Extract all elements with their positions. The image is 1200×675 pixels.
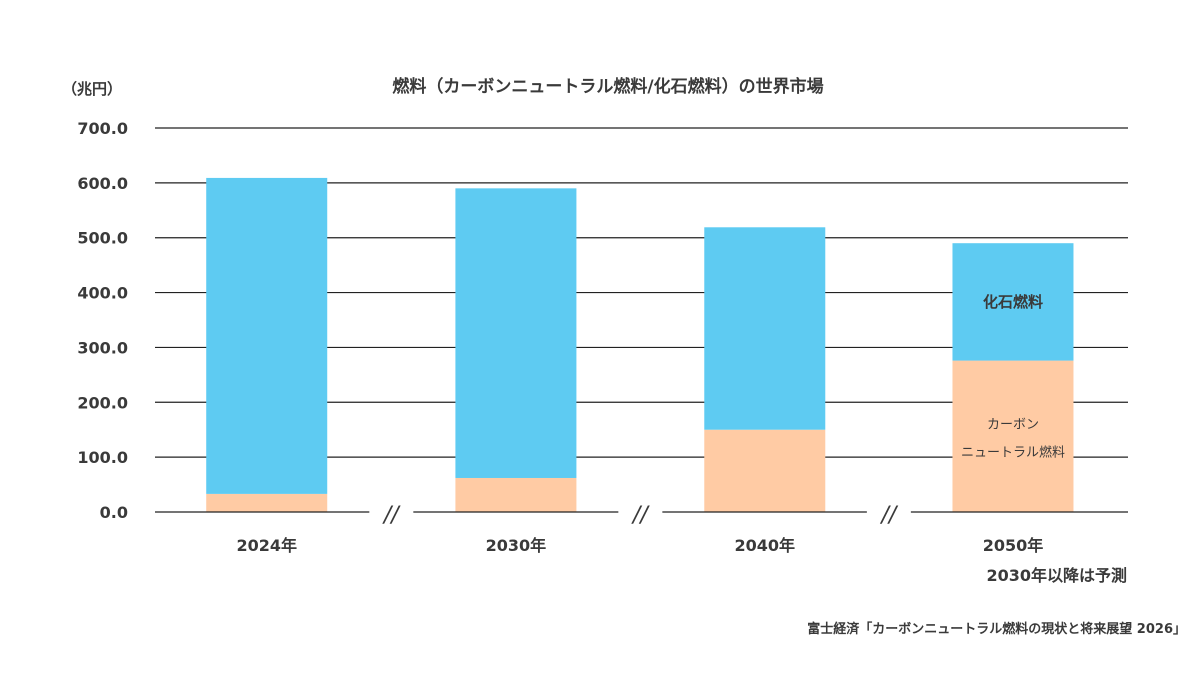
x-tick-label: 2030年: [486, 536, 547, 555]
axis-breaks: // // //: [155, 503, 1128, 528]
segment-label-carbon-line1: カーボン: [987, 417, 1039, 432]
segment-label-carbon-line2: ニュートラル燃料: [961, 444, 1065, 460]
chart-title: 燃料（カーボンニュートラル燃料/化石燃料）の世界市場: [392, 76, 823, 97]
bar-segment-carbon-neutral: [206, 493, 328, 512]
bar-segment-carbon-neutral: [455, 477, 577, 512]
y-tick-label: 100.0: [77, 448, 128, 467]
bars: [206, 177, 1074, 512]
y-tick-label: 600.0: [77, 174, 128, 193]
y-axis-ticks: 0.0 100.0 200.0 300.0 400.0 500.0 600.0 700.0: [77, 119, 128, 522]
bar-segment-fossil: [455, 188, 577, 478]
bar-segment-fossil: [206, 177, 328, 494]
x-tick-label: 2040年: [735, 536, 796, 555]
axis-break-mark: //: [879, 503, 898, 528]
y-tick-label: 400.0: [77, 284, 128, 303]
y-tick-label: 200.0: [77, 393, 128, 412]
y-axis-unit: （兆円）: [62, 80, 122, 98]
axis-break-mark: //: [631, 503, 650, 528]
bar-segment-carbon-neutral: [704, 429, 826, 512]
forecast-note: 2030年以降は予測: [986, 566, 1127, 585]
y-tick-label: 0.0: [100, 503, 128, 522]
segment-label-fossil: 化石燃料: [983, 293, 1043, 311]
x-axis-labels: 2024年 2030年 2040年 2050年: [236, 536, 1043, 555]
y-tick-label: 300.0: [77, 338, 128, 357]
source-note: 富士経済「カーボンニュートラル燃料の現状と将来展望 2026」: [807, 621, 1186, 637]
bar-segment-fossil: [704, 227, 826, 430]
axis-break-mark: //: [382, 503, 401, 528]
y-tick-label: 500.0: [77, 229, 128, 248]
bar-segment-fossil: [952, 243, 1074, 361]
x-tick-label: 2024年: [236, 536, 297, 555]
y-tick-label: 700.0: [77, 119, 128, 138]
bar-segment-carbon-neutral: [952, 360, 1074, 512]
x-tick-label: 2050年: [983, 536, 1044, 555]
